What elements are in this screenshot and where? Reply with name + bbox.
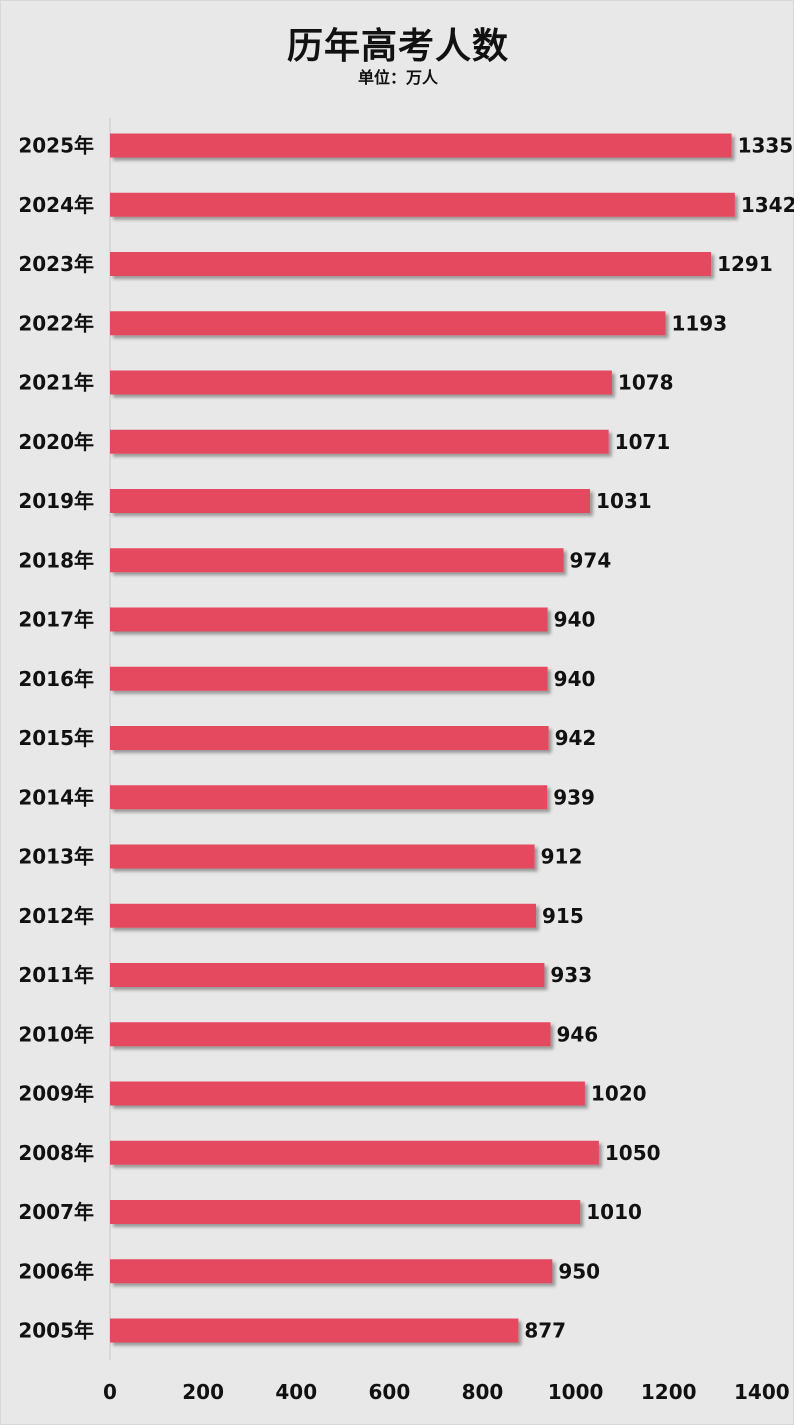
category-label: 2019年 [18,489,94,513]
x-tick-label: 1000 [548,1380,604,1404]
bar [110,429,609,454]
data-label: 940 [554,667,596,691]
category-label: 2015年 [18,726,94,750]
data-label: 974 [569,548,611,572]
bar [110,1259,553,1284]
data-label: 1291 [717,252,773,276]
data-label: 1335 [738,134,794,158]
bar [110,1081,585,1106]
category-label: 2023年 [18,252,94,276]
data-label: 1010 [586,1200,642,1224]
data-label: 877 [524,1319,566,1343]
bar [110,1022,551,1047]
data-label: 946 [556,1022,598,1046]
x-tick-label: 600 [368,1380,410,1404]
category-label: 2009年 [18,1082,94,1106]
data-label: 1193 [671,311,727,335]
category-label: 2010年 [18,1022,94,1046]
data-label: 1071 [615,430,671,454]
x-tick-label: 200 [182,1380,224,1404]
category-label: 2021年 [18,371,94,395]
data-label: 1078 [618,371,674,395]
x-tick-label: 1400 [734,1380,790,1404]
category-label: 2014年 [18,785,94,809]
bar [110,903,537,928]
bar [110,1318,519,1343]
data-label: 940 [554,608,596,632]
category-label: 2018年 [18,548,94,572]
bar [110,489,591,513]
x-tick-label: 800 [462,1380,504,1404]
category-label: 2017年 [18,608,94,632]
bar [110,133,732,158]
x-tick-label: 0 [103,1380,117,1404]
bar [110,607,548,632]
bar [110,1200,581,1224]
category-label: 2005年 [18,1319,94,1343]
category-label: 2011年 [18,963,94,987]
data-label: 1050 [605,1141,661,1165]
bar [110,844,535,869]
bar [110,548,564,573]
chart-subtitle: 单位：万人 [357,68,438,87]
bar [110,311,666,336]
x-tick-label: 1200 [641,1380,697,1404]
category-label: 2025年 [18,134,94,158]
data-label: 1031 [596,489,652,513]
bar [110,370,612,395]
category-label: 2012年 [18,904,94,928]
bar [110,726,549,750]
data-label: 1342 [741,193,794,217]
data-label: 1020 [591,1082,647,1106]
data-label: 950 [558,1259,600,1283]
category-label: 2007年 [18,1200,94,1224]
bar [110,963,545,987]
bar [110,785,548,810]
category-label: 2022年 [18,311,94,335]
category-label: 2013年 [18,845,94,869]
chart-title: 历年高考人数 [286,26,509,67]
category-label: 2006年 [18,1259,94,1283]
category-label: 2024年 [18,193,94,217]
category-label: 2016年 [18,667,94,691]
category-label: 2020年 [18,430,94,454]
bar [110,252,712,276]
bar [110,1140,599,1165]
data-label: 933 [550,963,592,987]
data-label: 939 [553,785,595,809]
data-label: 942 [555,726,597,750]
data-label: 915 [542,904,584,928]
category-label: 2008年 [18,1141,94,1165]
data-label: 912 [541,845,583,869]
bar [110,666,548,691]
bar [110,192,735,217]
x-tick-label: 400 [275,1380,317,1404]
